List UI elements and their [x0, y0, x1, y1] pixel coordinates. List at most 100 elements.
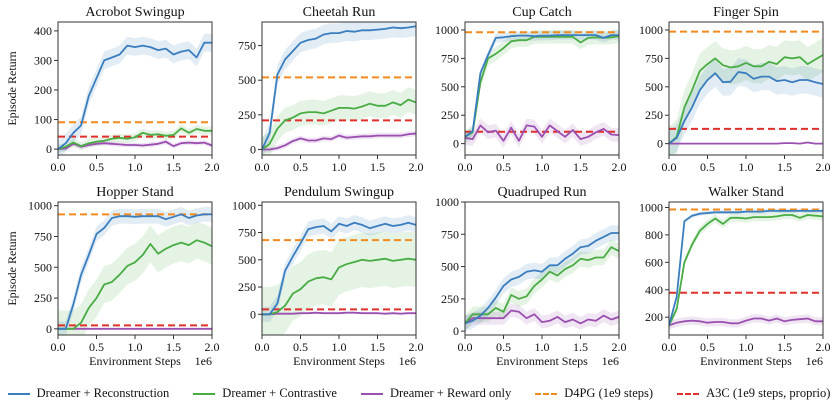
y-tick-label: 0: [250, 307, 256, 321]
x-tick-label: 0.0: [458, 160, 473, 174]
y-tick-label: 0: [657, 137, 663, 151]
band-reward: [669, 314, 823, 330]
x-tick-label: 1.5: [370, 160, 385, 174]
y-tick-label: 100: [34, 113, 52, 127]
legend-swatch-recon: [7, 392, 30, 395]
panel-walker-stand: Walker Stand 200 400 600 800 1000 0.0 0.5 1.0 1.5…: [639, 185, 831, 368]
y-axis-label: Episode Return: [5, 231, 19, 305]
y-tick-label: 250: [34, 291, 52, 305]
band-contrast: [58, 221, 212, 335]
x-tick-label: 1.0: [332, 340, 347, 354]
plot-area: [58, 206, 212, 335]
legend-swatch-d4pg: [535, 392, 558, 395]
legend-swatch-a3c: [677, 392, 700, 395]
x-tick-label: 2.0: [205, 160, 220, 174]
band-contrast: [262, 231, 416, 335]
line-recon: [262, 221, 416, 316]
y-tick-label: 750: [34, 229, 52, 243]
y-tick-label: 500: [441, 260, 459, 274]
y-tick-label: 0: [46, 142, 52, 156]
x-scale-label: 1e6: [399, 354, 416, 368]
line-contrast: [669, 54, 823, 145]
x-tick-label: 1.0: [128, 160, 143, 174]
y-tick-label: 250: [645, 108, 663, 122]
x-tick-label: 1.0: [739, 160, 754, 174]
y-tick-label: 600: [645, 255, 663, 269]
x-tick-label: 0.5: [89, 340, 104, 354]
y-tick-label: 250: [238, 280, 256, 294]
x-tick-label: 1.0: [739, 340, 754, 354]
x-tick-label: 0.5: [700, 160, 715, 174]
y-tick-label: 1000: [435, 23, 459, 37]
y-tick-label: 500: [238, 253, 256, 267]
plot-area: [669, 208, 823, 330]
plot-area: [669, 30, 823, 155]
y-tick-label: 0: [453, 324, 459, 338]
line-recon: [262, 25, 416, 150]
y-tick-label: 250: [441, 292, 459, 306]
panel-title: Pendulum Swingup: [284, 185, 394, 200]
line-recon: [58, 41, 212, 150]
x-axis-label: Environment Steps: [89, 354, 181, 368]
line-recon: [669, 71, 823, 145]
y-tick-label: 200: [645, 310, 663, 324]
legend: Dreamer + Reconstruction Dreamer + Contr…: [0, 386, 838, 401]
x-scale-label: 1e6: [602, 354, 619, 368]
legend-label-recon: Dreamer + Reconstruction: [36, 386, 170, 400]
x-tick-label: 0.5: [89, 160, 104, 174]
x-tick-label: 0.5: [496, 160, 511, 174]
y-tick-label: 400: [645, 283, 663, 297]
x-scale-label: 1e6: [806, 354, 823, 368]
line-reward: [669, 141, 823, 145]
legend-label-reward: Dreamer + Reward only: [389, 386, 512, 400]
plot-area: [465, 29, 619, 148]
x-tick-label: 1.5: [370, 340, 385, 354]
legend-swatch-reward: [360, 392, 383, 395]
line-contrast: [58, 127, 212, 150]
x-tick-label: 2.0: [816, 160, 831, 174]
plot-area: [262, 215, 416, 335]
legend-item-recon: Dreamer + Reconstruction: [7, 386, 170, 401]
x-tick-label: 1.5: [777, 340, 792, 354]
x-tick-label: 0.5: [496, 340, 511, 354]
y-tick-label: 750: [238, 226, 256, 240]
y-tick-label: 750: [441, 227, 459, 241]
y-tick-label: 750: [441, 51, 459, 65]
line-reward: [669, 317, 823, 327]
line-contrast: [262, 257, 416, 316]
band-recon: [58, 206, 212, 335]
plot-area: [58, 33, 212, 155]
line-recon: [465, 232, 619, 325]
panel-title: Cup Catch: [512, 5, 572, 20]
legend-item-a3c: A3C (1e9 steps, proprio): [677, 386, 830, 401]
y-tick-label: 250: [441, 108, 459, 122]
x-tick-label: 1.5: [573, 160, 588, 174]
x-tick-label: 1.5: [166, 160, 181, 174]
x-tick-label: 0.0: [255, 340, 270, 354]
y-tick-label: 500: [441, 80, 459, 94]
band-reward: [262, 130, 416, 153]
panel-title: Acrobot Swingup: [85, 5, 184, 20]
x-tick-label: 0.0: [255, 160, 270, 174]
legend-swatch-contrast: [193, 392, 216, 395]
line-recon: [669, 209, 823, 326]
x-tick-label: 0.5: [293, 160, 308, 174]
line-reward: [465, 124, 619, 142]
line-reward: [262, 132, 416, 151]
y-tick-label: 400: [34, 24, 52, 38]
line-reward: [465, 309, 619, 325]
y-tick-label: 1000: [639, 23, 663, 37]
y-tick-label: 0: [453, 137, 459, 151]
y-axis-label: Episode Return: [5, 51, 19, 125]
x-tick-label: 2.0: [612, 160, 627, 174]
x-tick-label: 1.0: [128, 340, 143, 354]
x-axis-label: Environment Steps: [496, 354, 588, 368]
band-recon: [465, 225, 619, 332]
x-tick-label: 1.5: [573, 340, 588, 354]
line-contrast: [58, 239, 212, 330]
y-tick-label: 750: [645, 51, 663, 65]
legend-label-contrast: Dreamer + Contrastive: [222, 386, 337, 400]
y-tick-label: 200: [34, 83, 52, 97]
x-tick-label: 0.0: [51, 340, 66, 354]
